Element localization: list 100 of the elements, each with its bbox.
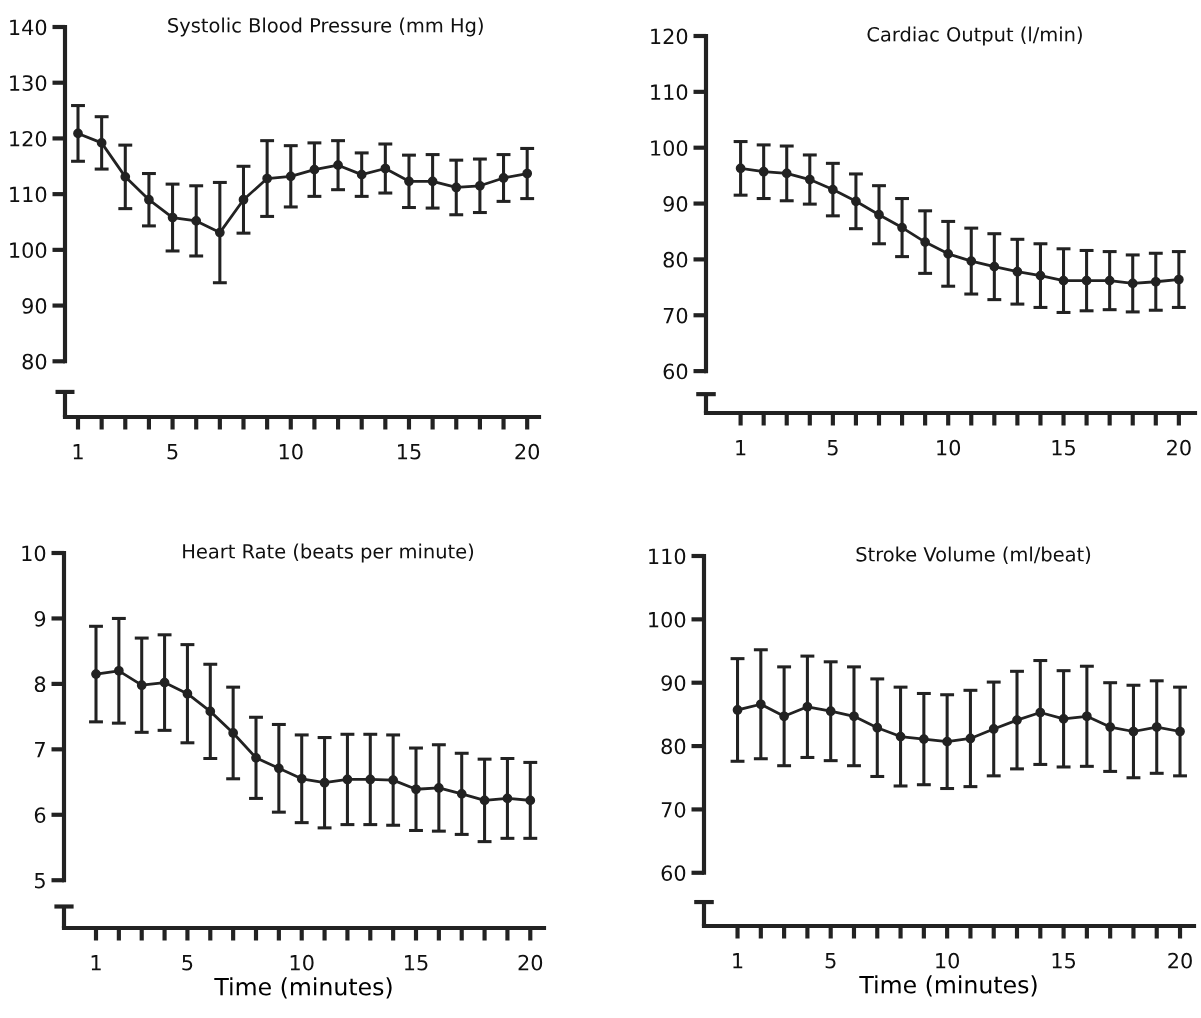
x-tick-label: 10 — [290, 954, 314, 971]
y-tick-label: 110 — [10, 186, 47, 203]
point — [136, 680, 147, 691]
point — [238, 194, 249, 205]
point — [897, 222, 907, 233]
y-tick-label: 90 — [663, 196, 688, 212]
y-tick-label: 100 — [649, 611, 686, 628]
y-tick-label: 80 — [661, 738, 686, 755]
point — [451, 182, 462, 193]
point — [159, 677, 170, 688]
point — [825, 706, 836, 717]
x-axis-title: Time (minutes) — [214, 977, 392, 999]
x-tick-label: 1 — [91, 955, 101, 971]
point — [1128, 726, 1139, 737]
point — [120, 172, 131, 182]
y-tick-label: 120 — [10, 130, 47, 147]
point — [802, 701, 813, 712]
x-tick-label: 1 — [733, 953, 743, 969]
point — [943, 248, 954, 259]
point — [735, 163, 746, 174]
point — [1035, 707, 1046, 718]
chart-title: Systolic Blood Pressure (mm Hg) — [168, 17, 483, 37]
y-tick-label: 60 — [661, 865, 686, 881]
point — [475, 180, 485, 191]
point — [251, 752, 261, 763]
point — [1012, 715, 1022, 725]
point — [1082, 711, 1092, 722]
point — [96, 138, 107, 148]
point — [167, 212, 178, 223]
point — [1150, 276, 1161, 287]
point — [851, 196, 861, 207]
point — [1175, 726, 1185, 737]
point — [828, 184, 838, 195]
y-tick-label: 100 — [10, 242, 47, 259]
y-tick-label: 110 — [651, 84, 688, 101]
point — [262, 173, 272, 184]
point — [433, 783, 444, 793]
x-tick-label: 1 — [73, 444, 83, 460]
point — [920, 237, 930, 247]
x-tick-label: 5 — [182, 955, 193, 971]
point — [273, 763, 284, 774]
y-tick-label: 90 — [22, 298, 47, 314]
point — [191, 216, 202, 226]
y-tick-label: 80 — [663, 251, 688, 268]
point — [205, 706, 216, 717]
y-tick-label: 70 — [661, 801, 686, 818]
x-tick-label: 20 — [1167, 439, 1191, 456]
point — [755, 699, 766, 710]
y-tick-label: 60 — [663, 363, 688, 380]
point — [113, 665, 124, 676]
point — [1104, 275, 1115, 286]
x-tick-label: 15 — [1052, 953, 1076, 969]
x-tick-label: 5 — [827, 440, 838, 456]
point — [296, 773, 307, 784]
point — [525, 795, 536, 806]
point — [388, 775, 399, 785]
point — [1151, 722, 1162, 732]
y-tick-label: 130 — [10, 75, 47, 91]
point — [1058, 713, 1069, 724]
chart-title: Stroke Volume (ml/beat) — [856, 546, 1091, 564]
x-tick-label: 15 — [1052, 440, 1075, 456]
point — [989, 261, 1000, 272]
point — [214, 227, 225, 238]
point — [1127, 278, 1138, 289]
y-tick-label: 7 — [35, 742, 45, 758]
point — [804, 174, 815, 185]
y-tick-label: 8 — [34, 676, 46, 693]
y-tick-label: 140 — [10, 19, 47, 36]
point — [228, 728, 239, 738]
y-tick-label: 80 — [22, 353, 47, 370]
point — [988, 724, 999, 734]
point — [732, 705, 743, 715]
point — [91, 669, 101, 679]
y-tick-label: 9 — [34, 610, 46, 627]
point — [502, 793, 513, 804]
y-tick-label: 100 — [651, 140, 688, 156]
point — [1035, 270, 1046, 281]
y-tick-label: 90 — [661, 675, 686, 691]
x-tick-label: 5 — [825, 953, 836, 969]
y-tick-label: 110 — [649, 548, 686, 565]
point — [411, 784, 421, 795]
point — [895, 731, 906, 742]
point — [285, 171, 296, 182]
x-axis-title: Time (minutes) — [859, 975, 1037, 997]
point — [1173, 274, 1184, 285]
point — [942, 736, 952, 747]
point — [456, 788, 467, 799]
point — [427, 176, 438, 187]
point — [522, 168, 533, 179]
x-tick-label: 1 — [736, 440, 746, 456]
x-tick-label: 15 — [398, 444, 421, 460]
point — [1058, 275, 1069, 286]
point — [309, 164, 320, 175]
point — [874, 209, 884, 220]
x-tick-label: 20 — [515, 443, 540, 460]
point — [1081, 275, 1092, 286]
point — [182, 688, 193, 699]
point — [1105, 722, 1116, 732]
chart-title: Cardiac Output (l/min) — [867, 26, 1082, 46]
x-tick-label: 10 — [937, 439, 961, 456]
